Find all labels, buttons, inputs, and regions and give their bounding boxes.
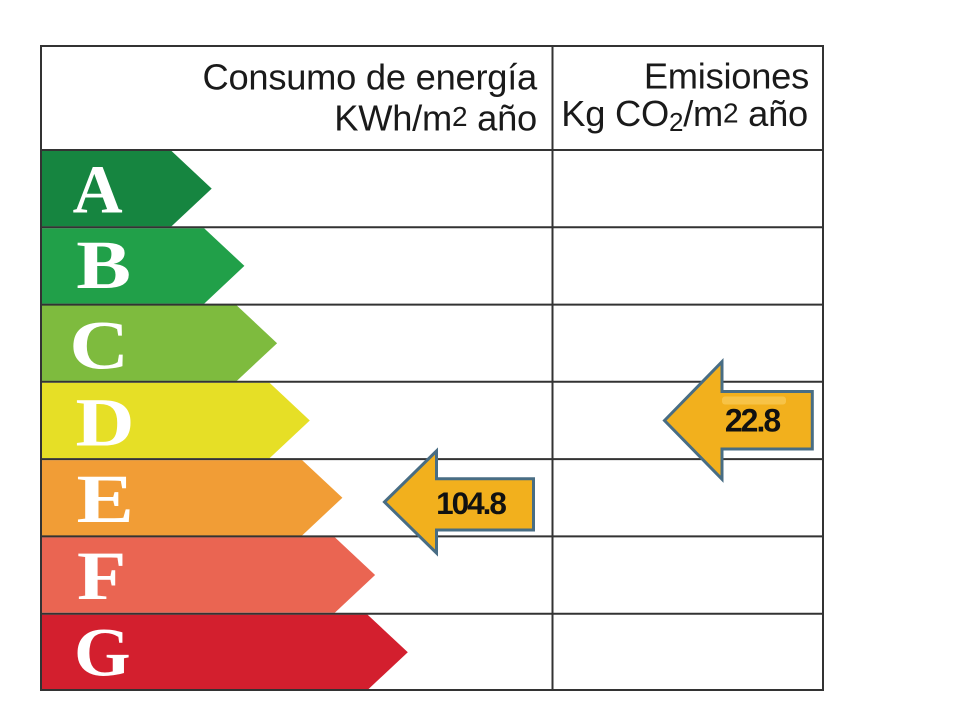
svg-text:B: B [76,227,131,303]
svg-text:C: C [69,307,129,383]
svg-text:A: A [73,152,123,228]
svg-text:D: D [76,384,135,460]
svg-text:Emisiones: Emisiones [644,56,809,97]
svg-text:E: E [77,461,135,537]
svg-text:Kg CO2/m2 año: Kg CO2/m2 año [561,93,808,137]
svg-text:G: G [74,615,131,691]
svg-text:KWh/m2 año: KWh/m2 año [334,98,537,139]
svg-text:104.8: 104.8 [436,485,506,521]
svg-text:22.8: 22.8 [725,403,780,439]
svg-text:Consumo de energía: Consumo de energía [203,57,539,98]
svg-text:F: F [77,538,126,614]
